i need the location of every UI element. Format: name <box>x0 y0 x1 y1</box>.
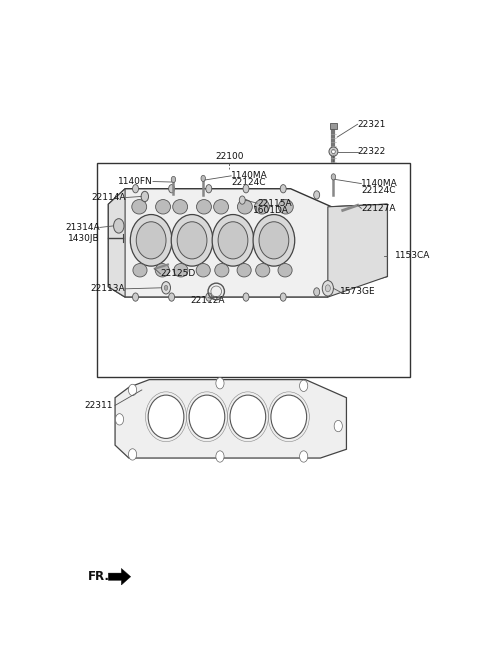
Ellipse shape <box>238 200 252 214</box>
Ellipse shape <box>132 200 147 214</box>
Circle shape <box>243 185 249 193</box>
Ellipse shape <box>329 147 338 156</box>
Polygon shape <box>108 189 387 297</box>
Circle shape <box>132 185 139 193</box>
Circle shape <box>168 293 175 302</box>
Ellipse shape <box>189 395 225 438</box>
Text: 22114A: 22114A <box>91 193 126 202</box>
Circle shape <box>201 176 205 182</box>
Text: 22124C: 22124C <box>231 178 265 187</box>
Ellipse shape <box>271 395 307 438</box>
Text: 22125D: 22125D <box>160 269 196 278</box>
Text: 1153CA: 1153CA <box>395 251 430 261</box>
Ellipse shape <box>214 200 228 214</box>
Circle shape <box>300 451 308 462</box>
Ellipse shape <box>237 263 251 277</box>
Circle shape <box>132 293 139 302</box>
Circle shape <box>334 420 342 431</box>
Ellipse shape <box>218 222 248 259</box>
Text: 22100: 22100 <box>215 151 243 161</box>
Circle shape <box>129 449 137 460</box>
Circle shape <box>216 378 224 389</box>
Polygon shape <box>108 568 131 585</box>
Ellipse shape <box>177 222 207 259</box>
Ellipse shape <box>215 263 229 277</box>
Ellipse shape <box>171 214 213 266</box>
Circle shape <box>162 281 170 294</box>
Ellipse shape <box>253 214 295 266</box>
Ellipse shape <box>148 395 184 438</box>
Text: 1601DA: 1601DA <box>253 206 289 215</box>
Circle shape <box>314 288 320 296</box>
Text: 22113A: 22113A <box>90 284 125 293</box>
Text: 1573GE: 1573GE <box>340 287 376 296</box>
Ellipse shape <box>278 263 292 277</box>
Ellipse shape <box>212 214 254 266</box>
Circle shape <box>115 413 124 425</box>
Text: 22322: 22322 <box>358 147 386 156</box>
Ellipse shape <box>196 263 210 277</box>
Circle shape <box>325 285 330 292</box>
Ellipse shape <box>278 200 293 214</box>
Circle shape <box>129 385 137 395</box>
Circle shape <box>168 185 175 193</box>
Ellipse shape <box>174 263 188 277</box>
Circle shape <box>314 191 320 199</box>
Ellipse shape <box>332 149 335 153</box>
Ellipse shape <box>155 263 169 277</box>
Circle shape <box>206 185 212 193</box>
Ellipse shape <box>156 200 170 214</box>
Text: 22115A: 22115A <box>257 199 292 208</box>
Text: 22311: 22311 <box>84 401 113 410</box>
Bar <box>330 123 337 129</box>
Ellipse shape <box>196 200 211 214</box>
Polygon shape <box>328 204 387 297</box>
Text: 1140MA: 1140MA <box>361 179 398 188</box>
Text: 22127A: 22127A <box>361 204 396 213</box>
Bar <box>97 163 409 377</box>
Text: 1140FN: 1140FN <box>118 177 153 186</box>
Text: 22321: 22321 <box>358 120 386 129</box>
Circle shape <box>171 176 176 182</box>
Text: 1430JB: 1430JB <box>68 234 100 243</box>
Circle shape <box>164 285 168 290</box>
Circle shape <box>206 293 212 302</box>
Ellipse shape <box>254 200 269 214</box>
Ellipse shape <box>136 222 166 259</box>
Text: 22112A: 22112A <box>191 296 225 306</box>
Circle shape <box>243 293 249 302</box>
Text: 22124C: 22124C <box>361 186 396 195</box>
Polygon shape <box>115 380 347 458</box>
Circle shape <box>300 380 308 391</box>
Ellipse shape <box>133 263 147 277</box>
Circle shape <box>280 293 286 302</box>
Ellipse shape <box>173 200 188 214</box>
Ellipse shape <box>230 395 266 438</box>
Polygon shape <box>108 189 125 297</box>
Ellipse shape <box>130 214 172 266</box>
Text: 1140MA: 1140MA <box>231 171 268 180</box>
Circle shape <box>216 451 224 462</box>
Circle shape <box>280 185 286 193</box>
Text: FR.: FR. <box>88 570 110 583</box>
Circle shape <box>240 196 245 204</box>
Ellipse shape <box>256 263 270 277</box>
Circle shape <box>141 192 148 202</box>
Circle shape <box>322 281 334 296</box>
Circle shape <box>331 174 336 180</box>
Text: 21314A: 21314A <box>65 223 100 232</box>
Circle shape <box>114 218 124 233</box>
Ellipse shape <box>259 222 289 259</box>
